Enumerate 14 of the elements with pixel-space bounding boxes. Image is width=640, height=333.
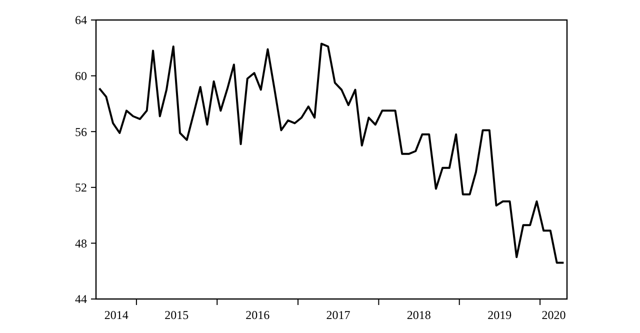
y-tick-label: 64 <box>75 13 87 28</box>
x-tick-label: 2020 <box>542 308 566 322</box>
line-series <box>98 42 565 264</box>
x-tick-label: 2017 <box>326 308 350 322</box>
y-tick-label: 60 <box>75 69 87 83</box>
y-tick-label: 56 <box>75 124 87 139</box>
x-tick-label: 2014 <box>104 308 128 322</box>
x-tick-label: 2015 <box>164 308 189 322</box>
x-tick-label: 2019 <box>488 308 512 322</box>
x-tick-label: 2018 <box>406 308 431 322</box>
y-tick-label: 44 <box>75 292 87 306</box>
y-tick-label: 48 <box>75 236 87 250</box>
y-tick-label: 52 <box>75 180 87 195</box>
x-tick-label: 2016 <box>246 308 270 322</box>
